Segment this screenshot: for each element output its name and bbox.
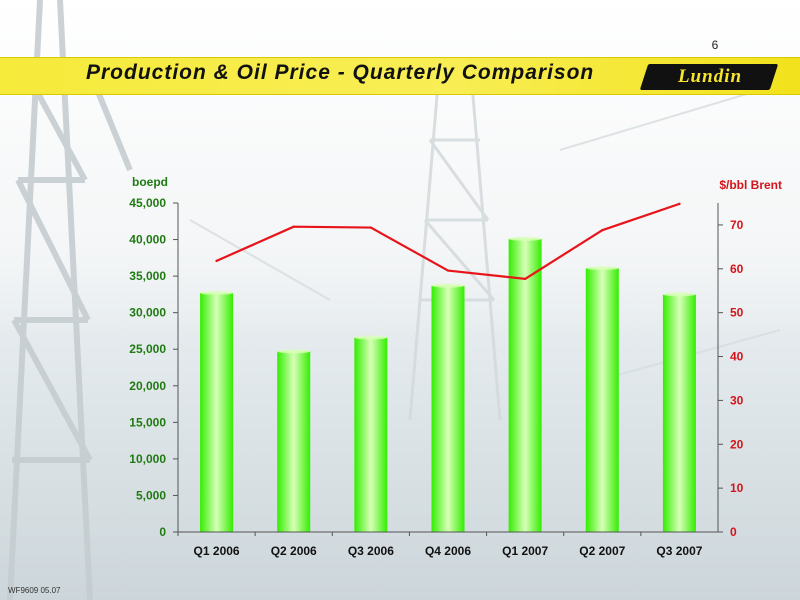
bar-cap-0 (200, 290, 234, 295)
x-tick-label-1: Q2 2006 (271, 544, 317, 558)
bar-0 (200, 292, 234, 532)
x-tick-label-4: Q1 2007 (502, 544, 548, 558)
x-tick-label-2: Q3 2006 (348, 544, 394, 558)
left-tick-label-4: 20,000 (129, 379, 166, 393)
brent-price-point-0 (215, 259, 218, 263)
left-tick-label-1: 5,000 (136, 488, 166, 502)
bar-5 (585, 268, 619, 532)
right-tick-label-3: 30 (730, 393, 744, 407)
bar-4 (508, 238, 542, 532)
left-tick-label-5: 25,000 (129, 342, 166, 356)
bar-2 (354, 337, 388, 532)
bar-6 (662, 294, 696, 532)
brent-price-point-3 (446, 269, 450, 272)
bar-cap-1 (277, 349, 311, 354)
left-axis-title: boepd (132, 175, 168, 189)
brent-price-point-6 (678, 202, 681, 206)
bar-3 (431, 285, 465, 532)
x-tick-label-3: Q4 2006 (425, 544, 471, 558)
brent-price-point-5 (601, 228, 604, 232)
bar-cap-2 (354, 335, 388, 340)
right-axis-title: $/bbl Brent (719, 178, 782, 192)
right-tick-label-4: 40 (730, 350, 744, 364)
brent-price-point-4 (523, 277, 527, 281)
brent-price-point-1 (292, 225, 295, 228)
left-tick-label-3: 15,000 (129, 415, 166, 429)
right-tick-label-2: 20 (730, 437, 744, 451)
right-tick-label-5: 50 (730, 306, 744, 320)
left-tick-label-8: 40,000 (129, 233, 166, 247)
brent-price-point-2 (369, 226, 373, 229)
logo-text: Lundin (677, 66, 743, 87)
bar-cap-6 (662, 292, 696, 297)
bar-cap-5 (585, 266, 619, 271)
left-tick-label-2: 10,000 (129, 452, 166, 466)
left-tick-label-6: 30,000 (129, 306, 166, 320)
right-tick-label-6: 60 (730, 262, 744, 276)
bar-1 (277, 351, 311, 532)
page-number: 6 (711, 38, 719, 52)
left-tick-label-9: 45,000 (129, 196, 166, 210)
bar-cap-3 (431, 283, 465, 288)
right-tick-label-7: 70 (730, 218, 744, 232)
left-tick-label-7: 35,000 (129, 269, 166, 283)
x-tick-label-5: Q2 2007 (579, 544, 625, 558)
right-tick-label-1: 10 (730, 481, 744, 495)
footer-code: WF9609 05.07 (8, 586, 61, 595)
x-tick-label-0: Q1 2006 (194, 544, 240, 558)
right-tick-label-0: 0 (730, 525, 737, 539)
bar-cap-4 (508, 236, 542, 241)
slide-title: Production & Oil Price - Quarterly Compa… (86, 61, 595, 84)
left-tick-label-0: 0 (159, 525, 166, 539)
x-tick-label-6: Q3 2007 (656, 544, 702, 558)
